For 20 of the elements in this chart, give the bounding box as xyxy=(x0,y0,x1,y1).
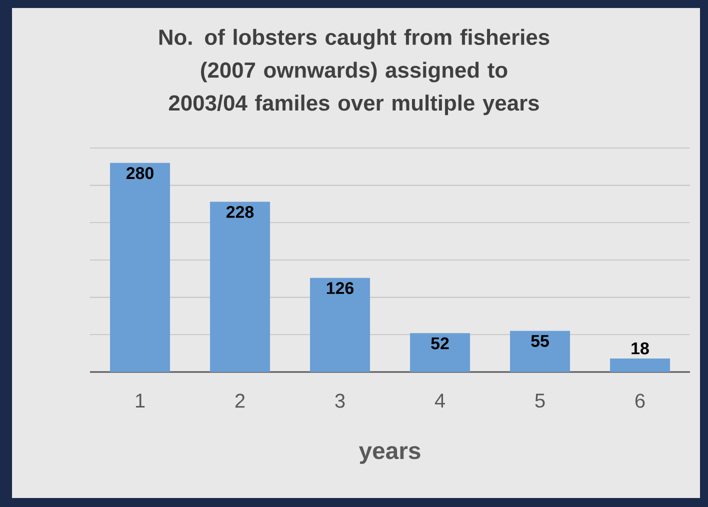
bar xyxy=(310,278,370,372)
x-tick-label: 5 xyxy=(535,394,545,408)
data-label: 228 xyxy=(226,206,254,218)
x-tick-label: 4 xyxy=(434,394,445,408)
x-tick-label: 6 xyxy=(635,394,645,408)
data-label: 55 xyxy=(531,335,549,347)
bar xyxy=(110,162,170,372)
bar xyxy=(410,333,470,372)
x-axis-title: years xyxy=(358,446,420,464)
bar xyxy=(510,330,570,372)
bar xyxy=(610,358,670,372)
x-tick-label: 1 xyxy=(136,394,145,408)
data-label: 280 xyxy=(126,167,154,180)
data-label: 52 xyxy=(431,337,449,350)
data-label: 126 xyxy=(326,282,354,294)
x-tick-label: 3 xyxy=(335,394,345,408)
x-tick-label: 2 xyxy=(235,394,245,408)
bar xyxy=(210,202,270,372)
chart-title: No. of lobsters caught from fisheries (2007 ownwards) assigned to 2003/04 familes over multiple years xyxy=(159,28,550,116)
data-label: 18 xyxy=(632,342,649,354)
